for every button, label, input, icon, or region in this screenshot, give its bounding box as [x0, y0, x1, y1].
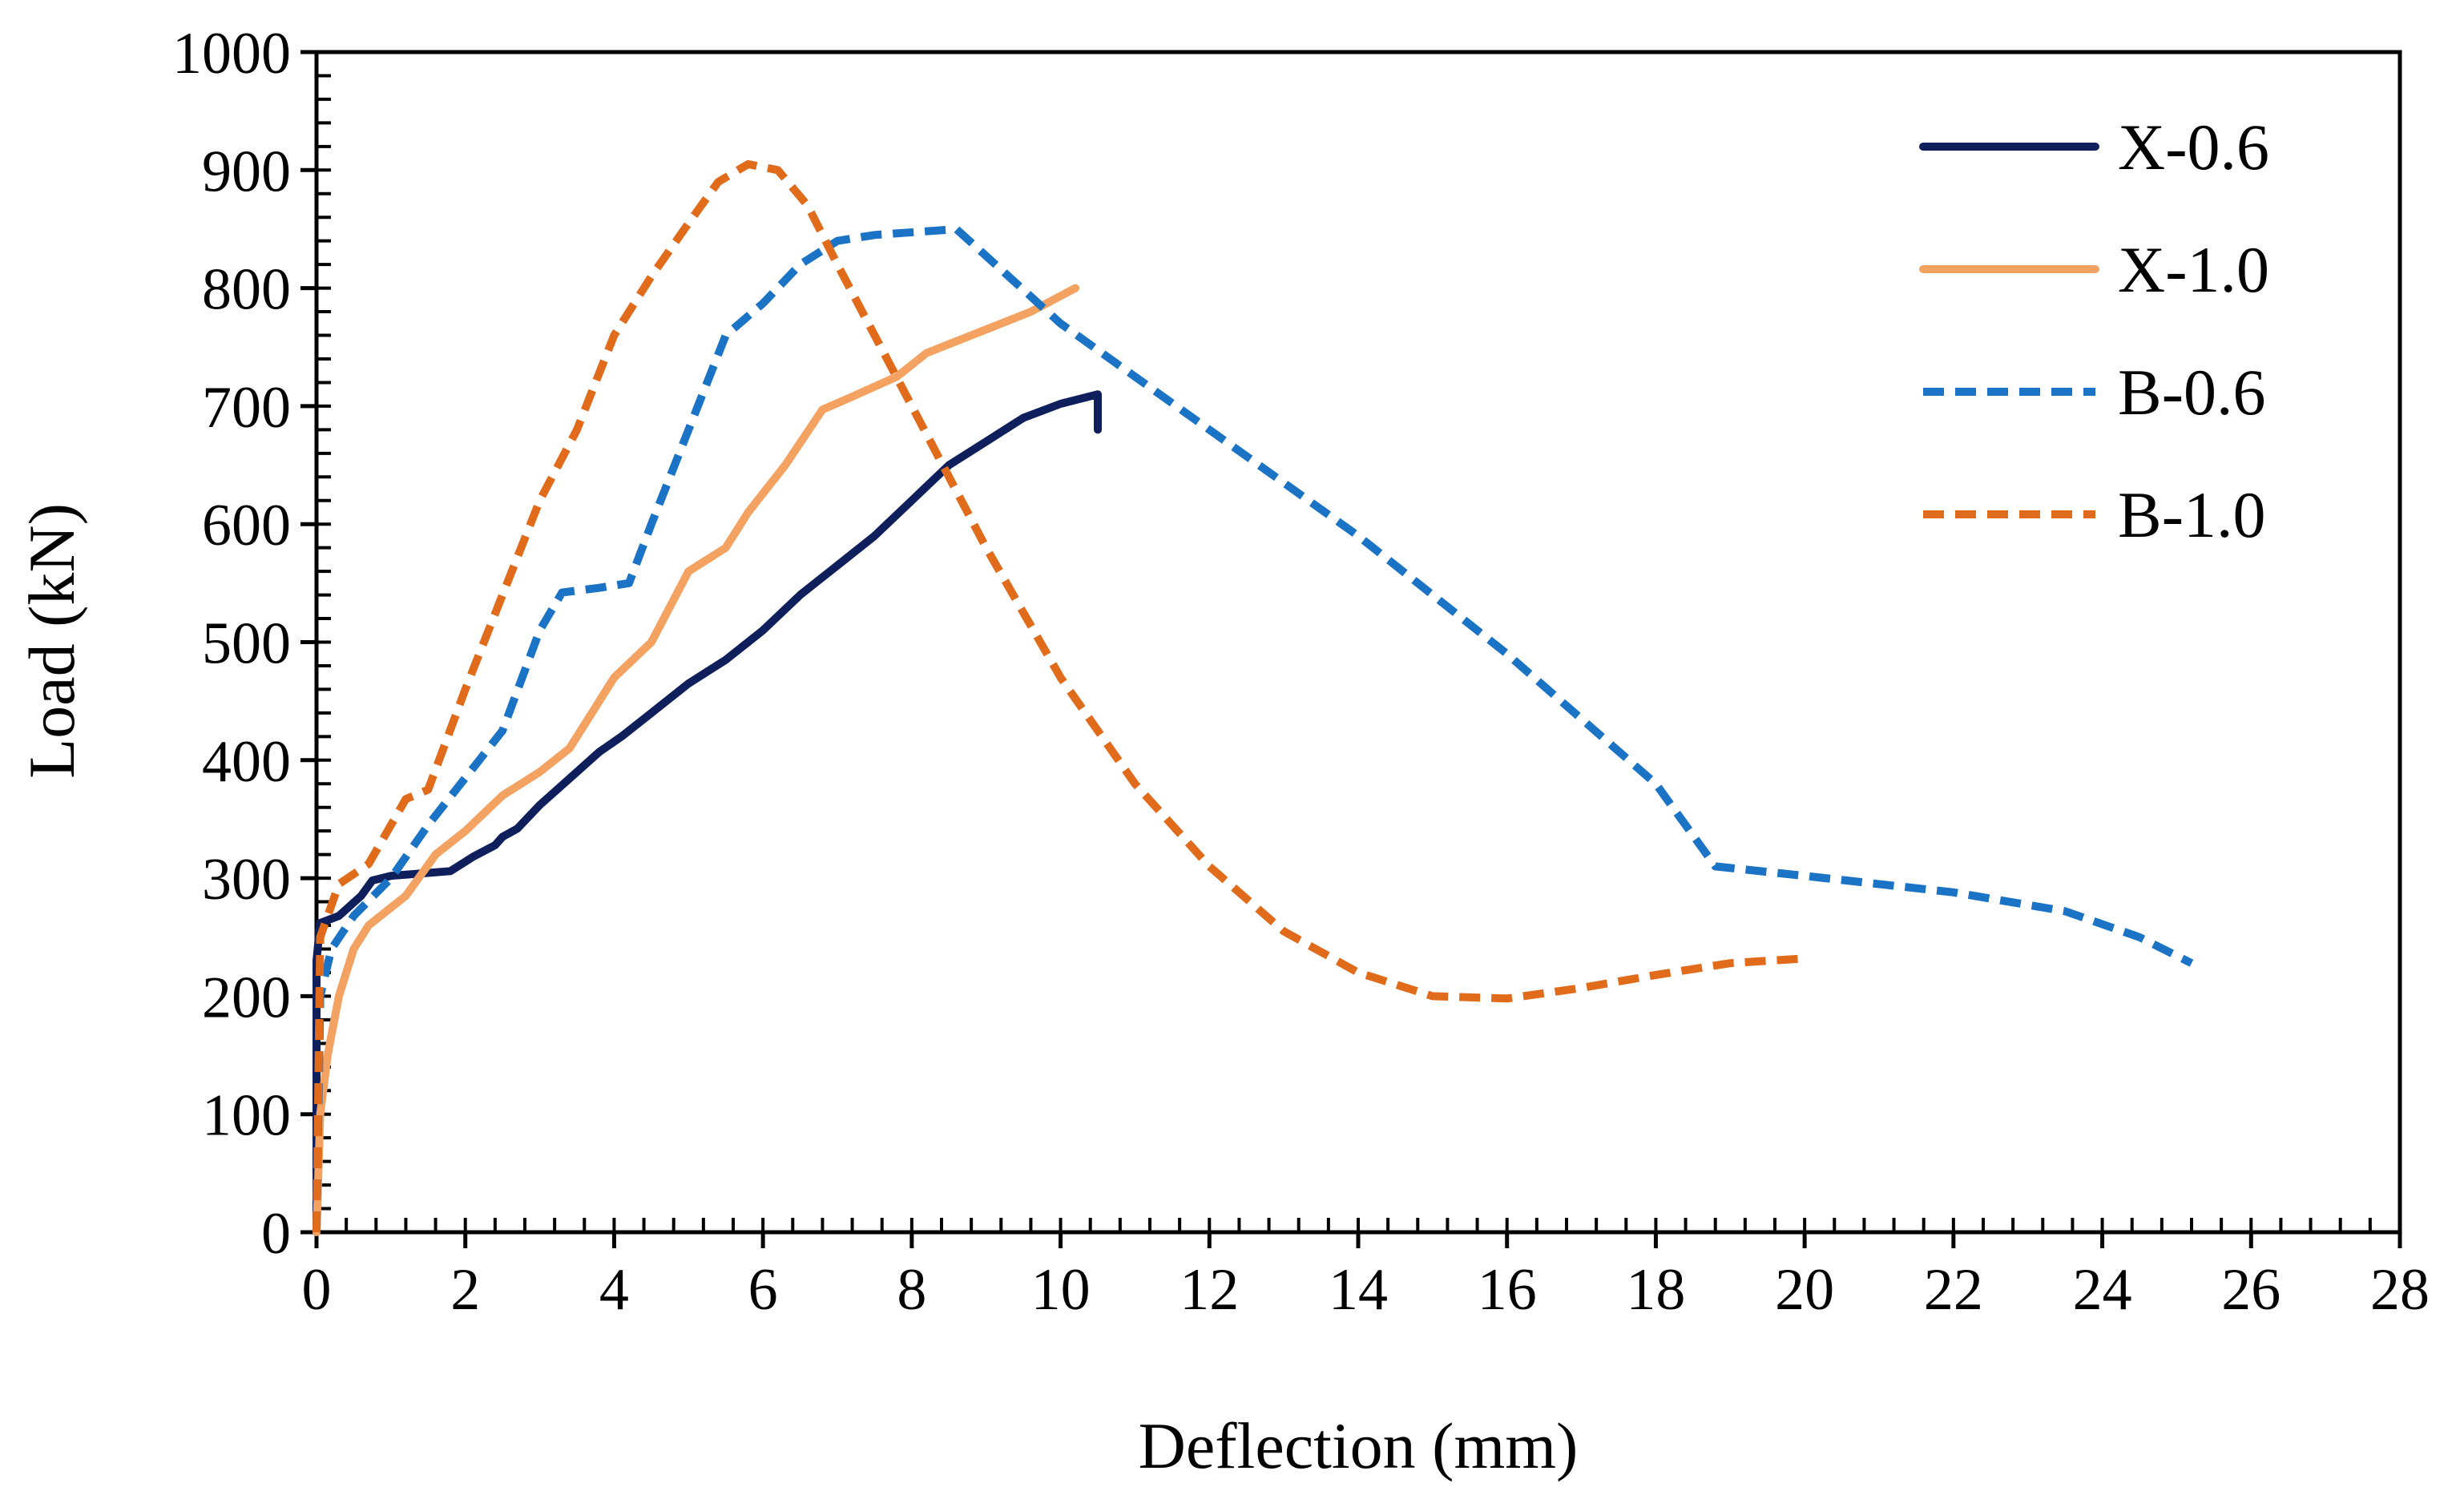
series-lines — [313, 159, 2194, 1236]
legend-label-b-1.0: B-1.0 — [2118, 478, 2266, 551]
x-tick-label: 4 — [599, 1257, 629, 1323]
legend-label-x-1.0: X-1.0 — [2118, 233, 2269, 306]
legend-label-x-0.6: X-0.6 — [2118, 111, 2269, 183]
y-tick-labels: 0 100 200 300 400 500 600 700 800 900 1000 — [172, 21, 291, 1267]
y-tick-label: 400 — [202, 729, 291, 795]
x-tick-label: 8 — [897, 1257, 926, 1323]
x-tick-label: 20 — [1775, 1257, 1834, 1323]
y-tick-label: 0 — [261, 1201, 291, 1267]
legend-label-b-0.6: B-0.6 — [2118, 356, 2266, 429]
series-line-x-1.0 — [313, 284, 1080, 1236]
y-tick-label: 1000 — [172, 21, 291, 87]
x-tick-label: 14 — [1329, 1257, 1388, 1323]
x-tick-label: 2 — [450, 1257, 480, 1323]
legend: X-0.6 X-1.0 B-0.6 B-1.0 — [1919, 111, 2269, 551]
x-tick-label: 18 — [1626, 1257, 1685, 1323]
series-line-b-0.6 — [313, 225, 2194, 1233]
y-tick-label: 500 — [202, 611, 291, 677]
y-tick-label: 600 — [202, 493, 291, 558]
y-tick-label: 200 — [202, 965, 291, 1030]
x-tick-label: 12 — [1180, 1257, 1239, 1323]
y-tick-label: 100 — [202, 1083, 291, 1149]
x-tick-label: 16 — [1478, 1257, 1537, 1323]
x-tick-label: 28 — [2370, 1257, 2430, 1323]
y-tick-label: 800 — [202, 257, 291, 323]
plot-area — [314, 50, 2402, 1235]
x-tick-label: 24 — [2073, 1257, 2132, 1323]
major-ticks — [300, 50, 2402, 1248]
x-tick-label: 6 — [748, 1257, 778, 1323]
x-tick-label: 22 — [1924, 1257, 1983, 1323]
y-tick-label: 700 — [202, 375, 291, 441]
x-axis-title: Deflection (mm) — [1139, 1409, 1579, 1482]
x-tick-label: 26 — [2221, 1257, 2281, 1323]
y-tick-label: 300 — [202, 847, 291, 913]
y-axis-title: Load (kN) — [15, 503, 88, 779]
x-tick-label: 0 — [302, 1257, 332, 1323]
series-line-b-1.0 — [313, 159, 1805, 1233]
y-tick-label: 900 — [202, 139, 291, 204]
series-line-x-0.6 — [313, 390, 1102, 1236]
x-tick-label: 10 — [1031, 1257, 1091, 1323]
x-tick-labels: 0 2 4 6 8 10 12 14 16 18 20 22 24 26 28 — [302, 1257, 2430, 1323]
